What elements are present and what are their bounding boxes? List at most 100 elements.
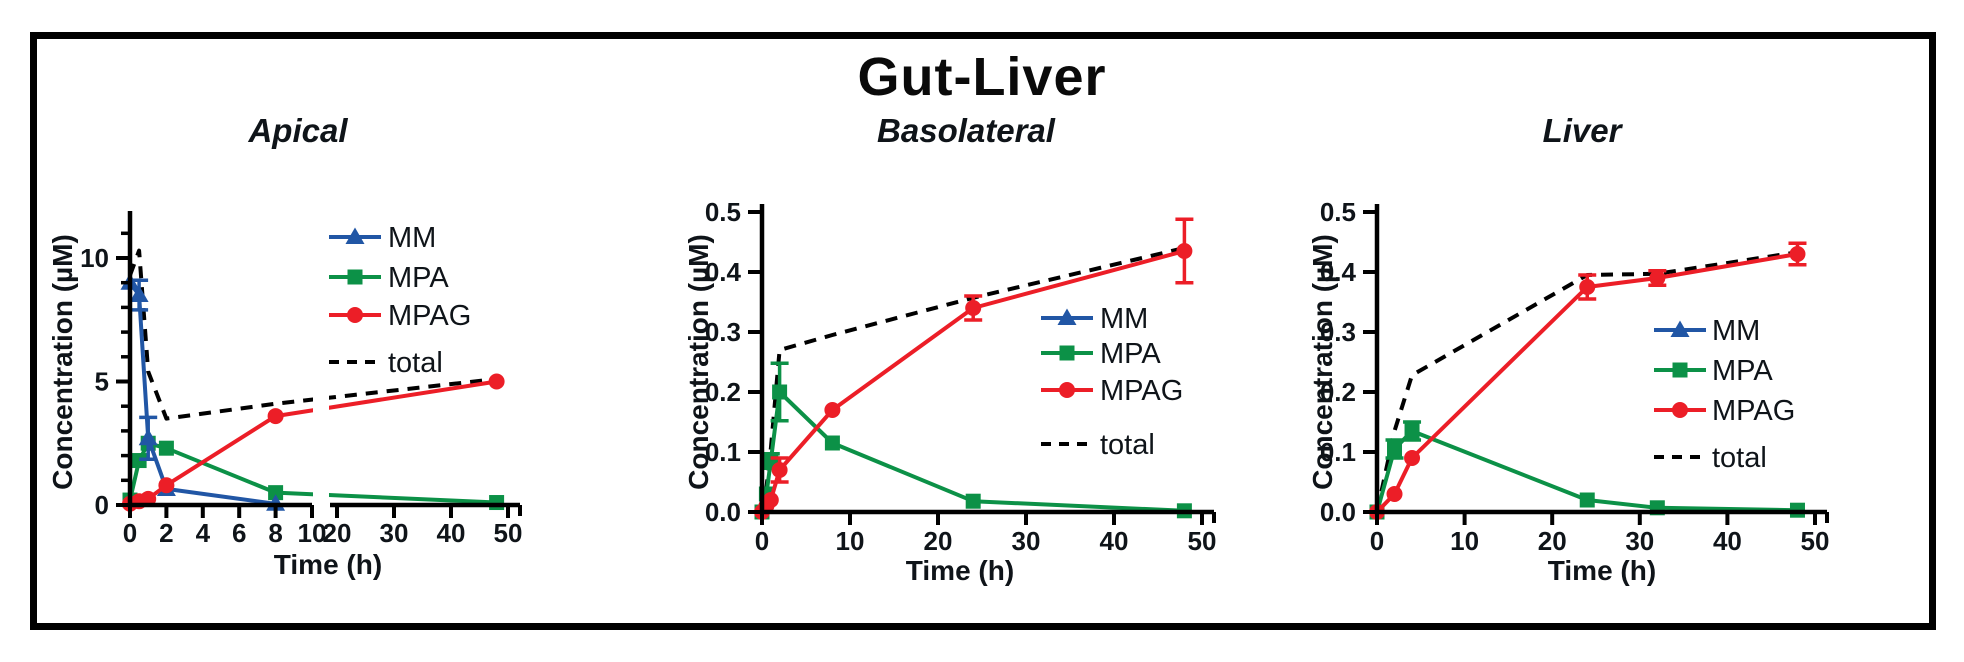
mm-line (128, 281, 276, 506)
y-tick-label: 0.4 (705, 257, 742, 287)
legend-label-mm: MM (388, 222, 436, 254)
mpag-legend-marker (1059, 382, 1075, 398)
mpag-marker (267, 408, 284, 425)
basolateral-chart: 0.0 0.1 0.2 0.3 0.4 0.5 0 10 20 30 40 50 Basolateral… (683, 112, 1217, 586)
apical-series-layer (120, 248, 505, 512)
figure-frame (30, 32, 1936, 630)
mpa-marker (158, 440, 174, 456)
mpag-marker (1386, 486, 1403, 502)
y-tick-label: 0.5 (1320, 197, 1356, 227)
liver-y-axis-label: Concentration (µM) (1307, 234, 1338, 490)
axis-break-mask (313, 203, 329, 501)
x-tick-label: 50 (1801, 526, 1830, 556)
mpag-marker (1176, 243, 1193, 259)
apical-panel: 0 5 10 0 2 4 6 8 10 20 30 40 50 Apical Concentration (… (40, 100, 670, 605)
legend-item-mm: MM (1041, 303, 1148, 335)
x-tick-label: 40 (437, 518, 466, 548)
y-tick-label: 0.4 (1320, 257, 1357, 287)
apical-series-total (128, 248, 497, 421)
x-tick-label: 40 (1713, 526, 1742, 556)
mpa-marker (131, 453, 147, 469)
apical-y-axis-label: Concentration (µM) (47, 234, 78, 490)
y-tick-label: 0 (95, 490, 109, 520)
mm-legend-marker (1670, 320, 1690, 337)
mm-marker (138, 428, 158, 446)
basolateral-panel: 0.0 0.1 0.2 0.3 0.4 0.5 0 10 20 30 40 50 Basolateral… (660, 100, 1300, 605)
basolateral-axes: 0.0 0.1 0.2 0.3 0.4 0.5 0 10 20 30 40 50 (705, 197, 1217, 556)
x-tick-label: 50 (494, 518, 523, 548)
mpa-marker (965, 493, 981, 509)
liver-legend: MM MPA MPAG total (1654, 315, 1795, 474)
x-tick-label: 10 (298, 518, 327, 548)
x-tick-label: 10 (1450, 526, 1479, 556)
y-tick-label: 10 (80, 243, 109, 273)
x-tick-label: 10 (836, 526, 865, 556)
mm-legend-marker (345, 227, 365, 244)
y-tick-label: 5 (95, 367, 109, 397)
liver-axes: 0.0 0.1 0.2 0.3 0.4 0.5 0 10 20 30 40 50 (1320, 197, 1830, 556)
mpa-marker (824, 435, 840, 451)
legend-label-mm: MM (1100, 303, 1148, 335)
x-tick-label: 0 (1370, 526, 1384, 556)
mpa-marker (1579, 492, 1595, 508)
legend-item-mpa: MPA (1654, 355, 1773, 387)
legend-label-mpag: MPAG (1100, 375, 1183, 407)
legend-label-mpa: MPA (388, 262, 449, 294)
y-tick-label: 0.3 (1320, 317, 1356, 347)
legend-item-total: total (1041, 429, 1155, 461)
mpa-marker (268, 485, 284, 501)
mpag-marker (1789, 246, 1806, 262)
apical-legend: MM MPA MPAG total (329, 222, 471, 379)
y-tick-label: 0.2 (1320, 377, 1356, 407)
legend-item-mpag: MPAG (1041, 375, 1183, 407)
x-tick-label: 4 (196, 518, 211, 548)
mpag-legend-marker (347, 307, 363, 323)
legend-label-mpag: MPAG (1712, 395, 1795, 427)
x-tick-label: 8 (268, 518, 282, 548)
mpag-marker (1579, 279, 1596, 295)
legend-item-mpag: MPAG (329, 300, 471, 332)
legend-label-mpag: MPAG (388, 300, 471, 332)
y-tick-label: 0.2 (705, 377, 741, 407)
basolateral-x-axis-label: Time (h) (906, 555, 1014, 586)
mpag-marker (1649, 270, 1666, 286)
legend-label-total: total (1100, 429, 1155, 461)
legend-item-total: total (1654, 442, 1767, 474)
mpa-legend-marker (347, 269, 363, 285)
apical-x-axis-label: Time (h) (274, 549, 382, 580)
basolateral-y-axis-label: Concentration (µM) (683, 234, 714, 490)
mpag-marker (158, 477, 175, 494)
mpa-marker (1404, 423, 1420, 439)
liver-title: Liver (1543, 112, 1624, 149)
liver-chart: 0.0 0.1 0.2 0.3 0.4 0.5 0 10 20 30 40 50 Liver Concen… (1307, 112, 1830, 586)
legend-label-total: total (388, 347, 443, 379)
mpag-marker (771, 462, 788, 478)
mpa-legend-marker (1059, 345, 1075, 361)
mpa-legend-marker (1672, 362, 1688, 378)
x-tick-label: 0 (123, 518, 137, 548)
y-tick-label: 0.1 (705, 437, 741, 467)
x-tick-label: 30 (1012, 526, 1041, 556)
legend-item-mm: MM (329, 222, 436, 254)
y-tick-label: 0.0 (1320, 497, 1356, 527)
legend-label-mpa: MPA (1100, 338, 1161, 370)
total-line (128, 248, 497, 421)
x-tick-label: 6 (232, 518, 246, 548)
x-tick-label: 20 (1538, 526, 1567, 556)
legend-item-mm: MM (1654, 315, 1760, 347)
mpag-marker (824, 402, 841, 418)
basolateral-title: Basolateral (877, 112, 1056, 149)
x-tick-label: 30 (1625, 526, 1654, 556)
x-tick-label: 20 (924, 526, 953, 556)
mpag-legend-marker (1672, 402, 1688, 418)
legend-label-total: total (1712, 442, 1767, 474)
mpag-marker (488, 373, 505, 390)
legend-item-mpa: MPA (1041, 338, 1161, 370)
mm-marker (129, 285, 149, 303)
x-tick-label: 50 (1188, 526, 1217, 556)
x-tick-label: 40 (1100, 526, 1129, 556)
x-tick-label: 20 (323, 518, 352, 548)
